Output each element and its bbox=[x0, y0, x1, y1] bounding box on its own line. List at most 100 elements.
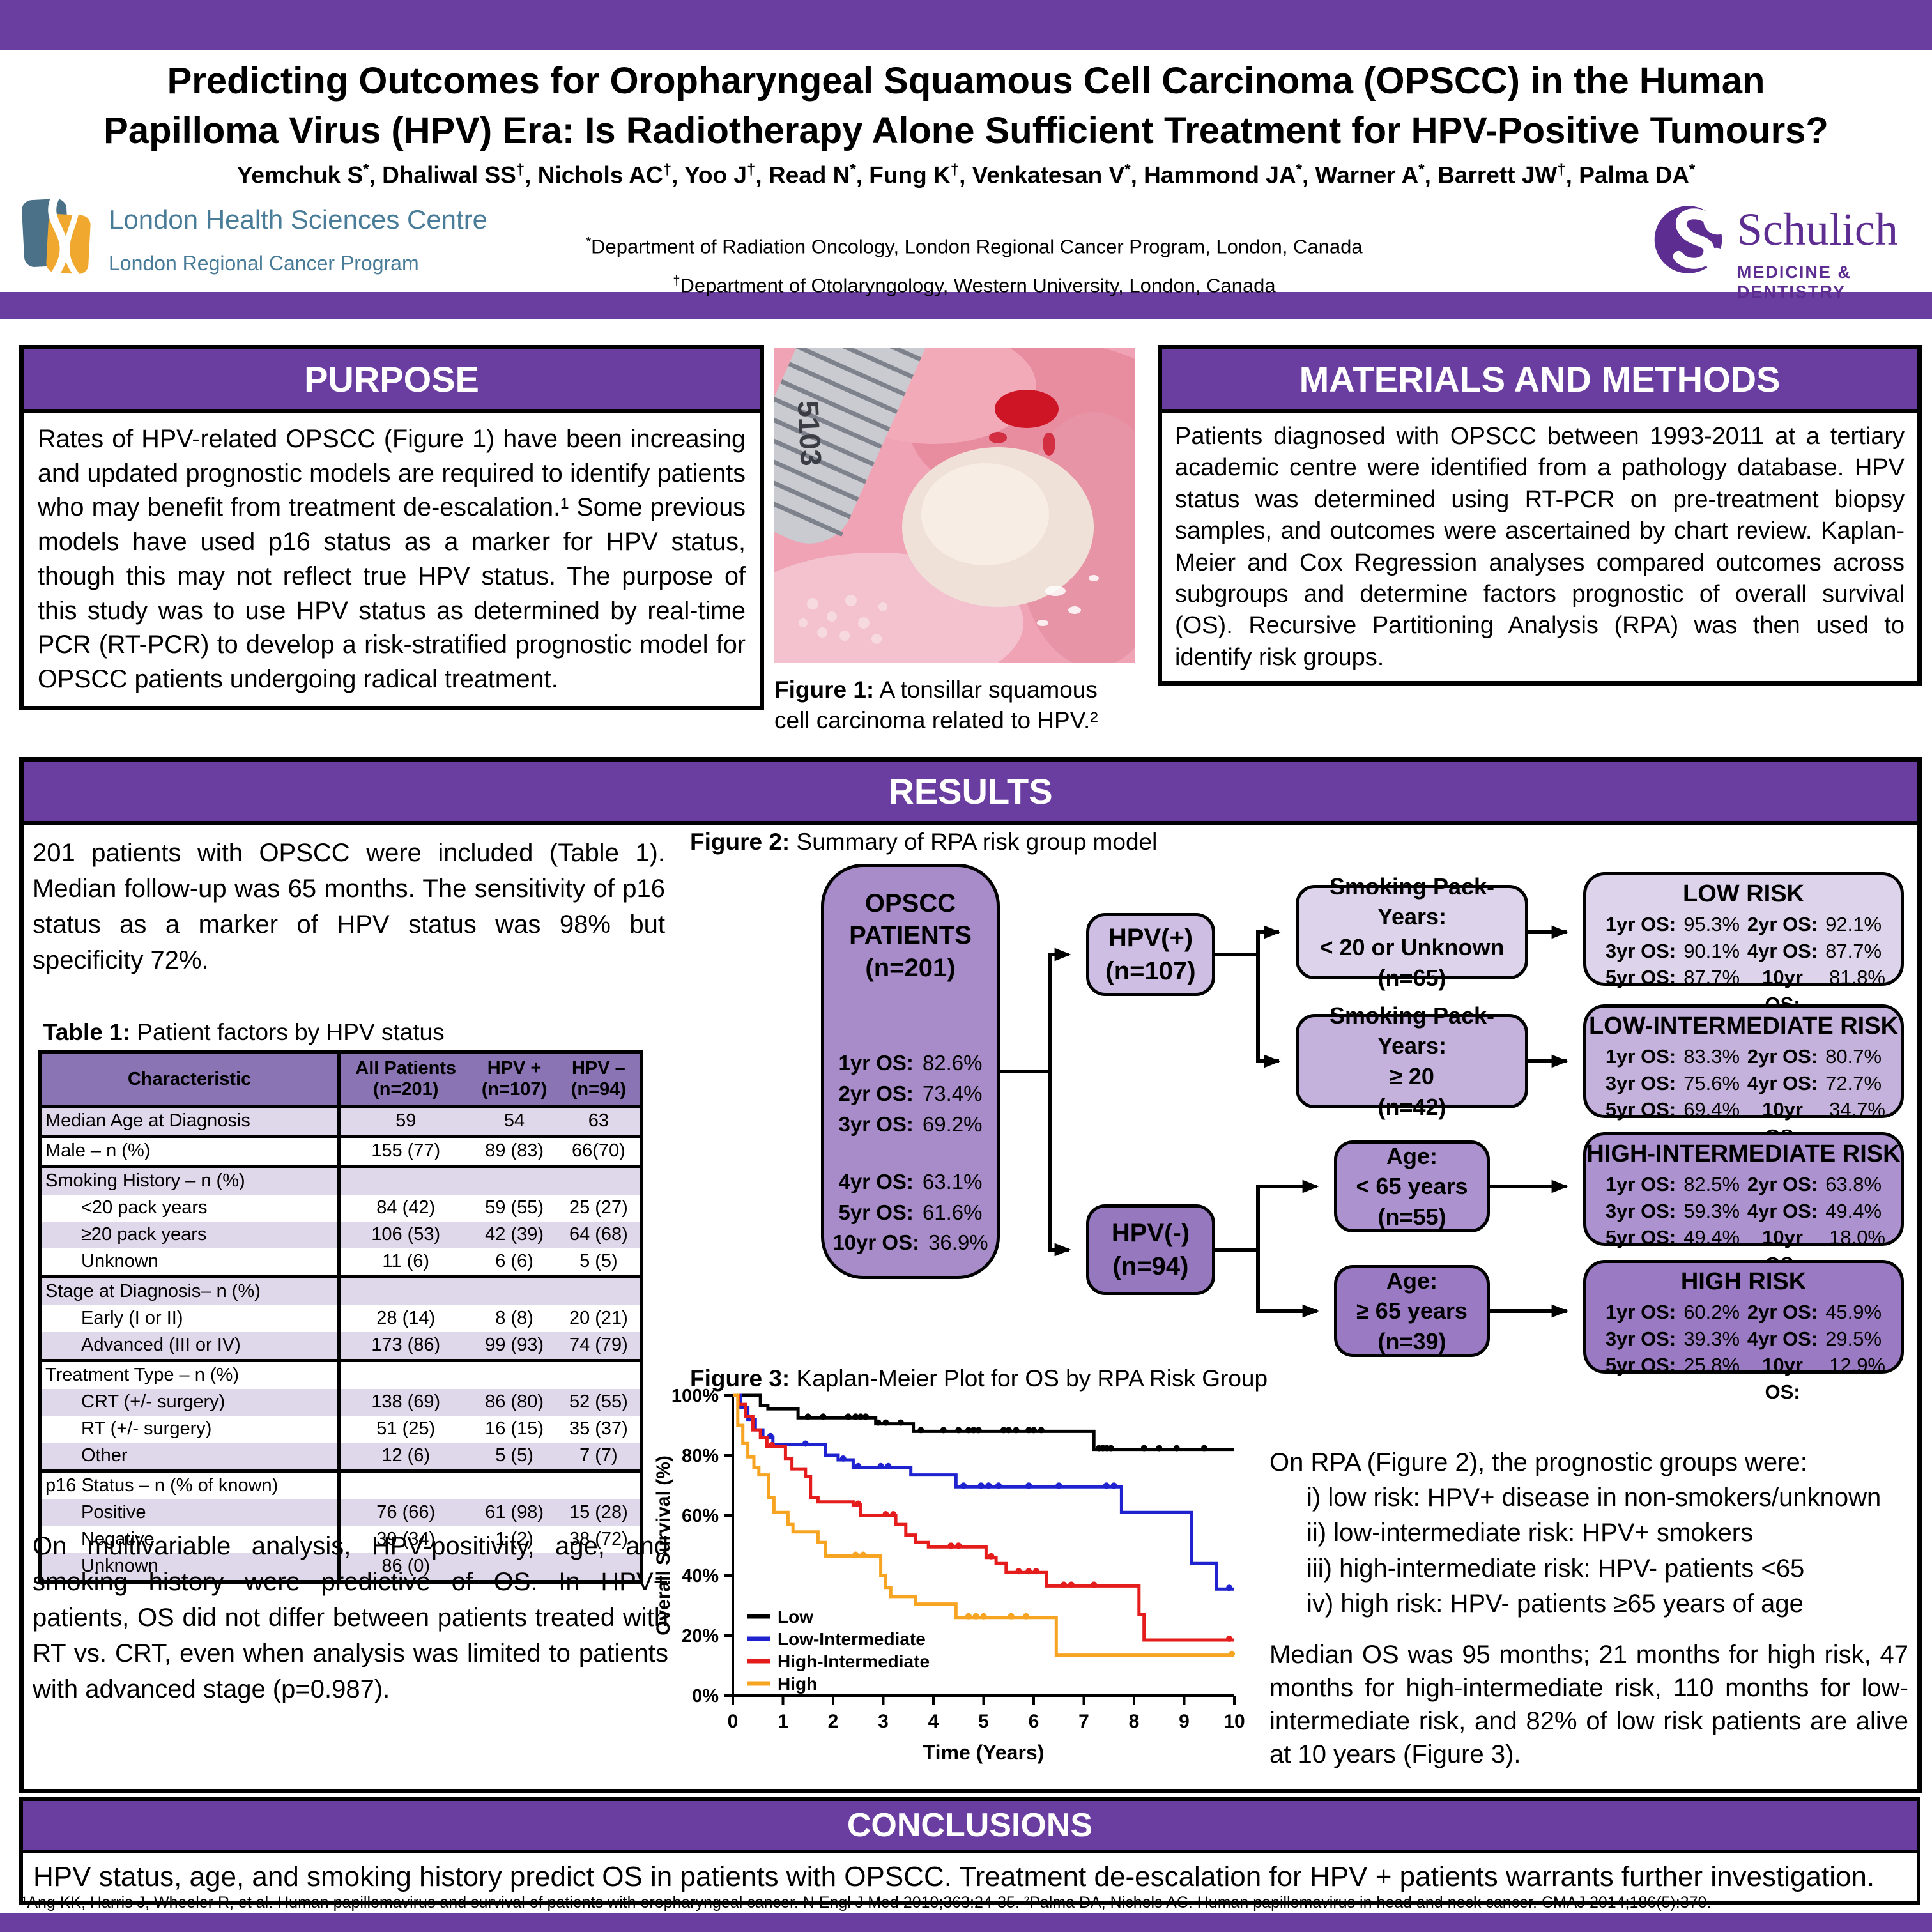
lhsc-logo-icon bbox=[22, 194, 91, 278]
km-censor-mark bbox=[845, 1413, 852, 1420]
table1-label-text: Patient factors by HPV status bbox=[130, 1019, 445, 1045]
km-curve-high bbox=[733, 1393, 1234, 1657]
affiliations: *Department of Radiation Oncology, Londo… bbox=[447, 225, 1501, 303]
svg-text:5: 5 bbox=[978, 1711, 989, 1732]
row-value: 35 (37) bbox=[569, 1418, 628, 1439]
row-value bbox=[557, 1358, 641, 1389]
km-censor-mark bbox=[917, 1427, 924, 1434]
table-header-row: Characteristic All Patients (n=201) HPV + (n… bbox=[40, 1052, 641, 1108]
km-censor-mark bbox=[988, 1552, 995, 1560]
rpa-groups-intro: On RPA (Figure 2), the prognostic groups… bbox=[1269, 1448, 1807, 1476]
km-censor-mark bbox=[1013, 1427, 1020, 1434]
km-censor-mark bbox=[855, 1500, 862, 1507]
row-label: Median Age at Diagnosis bbox=[40, 1104, 341, 1137]
km-censor-mark bbox=[1032, 1568, 1039, 1575]
table-row: Unknown 86 (0) bbox=[40, 1552, 641, 1582]
svg-text:Overall Survival (%): Overall Survival (%) bbox=[653, 1455, 674, 1636]
table1-label-bold: Table 1: bbox=[43, 1019, 131, 1045]
row-value: 86 (0) bbox=[339, 1552, 471, 1582]
conclusions-panel: CONCLUSIONS HPV status, age, and smoking… bbox=[19, 1797, 1920, 1905]
row-value: 15 (28) bbox=[557, 1499, 641, 1526]
km-censor-mark bbox=[1156, 1445, 1163, 1452]
figure1-caption-text: A tonsillar squamous cell carcinoma rela… bbox=[774, 677, 1098, 734]
row-value: 76 (66) bbox=[339, 1499, 471, 1526]
row-value: 99 (93) bbox=[471, 1331, 558, 1361]
row-value: 66(70) bbox=[557, 1134, 641, 1167]
row-value bbox=[339, 1275, 471, 1305]
km-censor-mark bbox=[975, 1427, 982, 1434]
row-value: 42 (39) bbox=[471, 1221, 558, 1248]
svg-text:9: 9 bbox=[1179, 1711, 1190, 1732]
km-legend-low: Low bbox=[778, 1607, 813, 1627]
purpose-body: Rates of HPV-related OPSCC (Figure 1) ha… bbox=[38, 425, 746, 694]
row-label: Unknown bbox=[40, 1248, 341, 1277]
schulich-logo-text: Schulich MEDICINE & DENTISTRY bbox=[1737, 192, 1932, 302]
svg-text:5103: 5103 bbox=[792, 400, 828, 467]
lhsc-logo-text: London Health Sciences Centre London Reg… bbox=[109, 190, 487, 289]
flowchart-box-age_high: Age: ≥ 65 years (n=39) bbox=[1334, 1265, 1490, 1357]
row-value: 106 (53) bbox=[339, 1221, 471, 1248]
flowchart-box-opscc: OPSCC PATIENTS (n=201) 1yr OS: 82.6% 2yr OS: 7… bbox=[821, 864, 1000, 1279]
km-censor-mark bbox=[985, 1482, 992, 1489]
svg-text:6: 6 bbox=[1029, 1711, 1039, 1732]
table-header-cell: HPV – (n=94) bbox=[557, 1052, 641, 1108]
row-value: 89 (83) bbox=[471, 1134, 558, 1167]
km-censor-mark bbox=[857, 1413, 864, 1420]
km-censor-mark bbox=[862, 1413, 869, 1420]
table-row: Unknown 11 (6) 6 (6) 5 (5) bbox=[40, 1248, 641, 1277]
row-value bbox=[557, 1469, 641, 1499]
row-value: 51 (25) bbox=[376, 1418, 436, 1439]
lhsc-program: London Regional Cancer Program bbox=[109, 252, 419, 275]
references: ¹Ang KK, Harris J, Wheeler R, et al. Hum… bbox=[22, 1894, 1712, 1912]
km-censor-mark bbox=[1025, 1427, 1032, 1434]
conclusions-body: HPV status, age, and smoking history pre… bbox=[33, 1861, 1875, 1892]
svg-text:10: 10 bbox=[1223, 1711, 1245, 1732]
table-row: p16 Status – n (% of known) bbox=[40, 1469, 641, 1499]
results-intro-text: 201 patients with OPSCC were included (T… bbox=[33, 839, 665, 974]
poster-title: Predicting Outcomes for Oropharyngeal Sq… bbox=[0, 56, 1932, 156]
row-label: Unknown bbox=[40, 1552, 341, 1582]
patient-factors-table: Characteristic All Patients (n=201) HPV + (n… bbox=[38, 1050, 643, 1584]
row-value: 12 (6) bbox=[339, 1442, 471, 1471]
km-censor-mark bbox=[1229, 1650, 1236, 1657]
table-header-cell: HPV + (n=107) bbox=[471, 1052, 558, 1108]
km-censor-mark bbox=[970, 1427, 977, 1434]
km-censor-mark bbox=[1025, 1568, 1032, 1575]
km-censor-mark bbox=[1140, 1445, 1147, 1452]
row-label: Early (I or II) bbox=[40, 1305, 341, 1332]
flowchart-box-hpvpos: HPV(+) (n=107) bbox=[1086, 913, 1215, 996]
row-value: 5 (5) bbox=[579, 1250, 618, 1271]
figure1-caption-label: Figure 1: bbox=[774, 677, 875, 703]
schulich-tagline: MEDICINE & DENTISTRY bbox=[1736, 263, 1851, 302]
row-value bbox=[471, 1552, 558, 1582]
table-row: Early (I or II) 28 (14) 8 (8) 20 (21) bbox=[40, 1305, 641, 1332]
row-label: Male – n (%) bbox=[40, 1134, 341, 1167]
authors-line: Yemchuk S*, Dhaliwal SS†, Nichols AC†, Y… bbox=[236, 161, 1696, 188]
km-censor-mark bbox=[965, 1427, 972, 1434]
results-panel: RESULTS 201 patients with OPSCC were inc… bbox=[19, 757, 1922, 1793]
km-censor-mark bbox=[972, 1613, 979, 1620]
km-legend-high: High bbox=[778, 1674, 817, 1694]
row-label: p16 Status – n (% of known) bbox=[40, 1469, 341, 1499]
km-censor-mark bbox=[955, 1542, 962, 1549]
km-censor-mark bbox=[767, 1432, 774, 1439]
schulich-name: Schulich bbox=[1736, 204, 1898, 255]
row-label: Advanced (III or IV) bbox=[40, 1331, 341, 1361]
rpa-group-item: ii) low-intermediate risk: HPV+ smokers bbox=[1307, 1519, 1754, 1547]
table1-label: Table 1: Patient factors by HPV status bbox=[43, 1019, 445, 1046]
km-censor-mark bbox=[1000, 1427, 1007, 1434]
km-censor-mark bbox=[977, 1482, 985, 1489]
km-legend-low-intermediate: Low-Intermediate bbox=[778, 1629, 926, 1649]
km-censor-mark bbox=[1103, 1482, 1110, 1489]
km-censor-mark bbox=[995, 1482, 1002, 1489]
km-censor-mark bbox=[1023, 1613, 1030, 1620]
km-censor-mark bbox=[860, 1551, 867, 1558]
km-censor-mark bbox=[947, 1542, 954, 1549]
table-row: Male – n (%) 155 (77) 89 (83) 66(70) bbox=[40, 1134, 641, 1167]
flowchart-box-smoke_high: Smoking Pack-Years: ≥ 20 (n=42) bbox=[1296, 1002, 1528, 1120]
table-header-cell: Characteristic bbox=[40, 1052, 341, 1108]
flowchart-box-hpvneg: HPV(-) (n=94) bbox=[1086, 1204, 1215, 1295]
km-censor-mark bbox=[875, 1419, 882, 1426]
kaplan-meier-chart: 0% 20% 40% 60% 80% 100% 0 1 2 3 4 5 6 7 8 9 10 Time (Year… bbox=[653, 1388, 1245, 1764]
rpa-flowchart: OPSCC PATIENTS (n=201) 1yr OS: 82.6% 2yr OS: 7… bbox=[659, 857, 1905, 1403]
